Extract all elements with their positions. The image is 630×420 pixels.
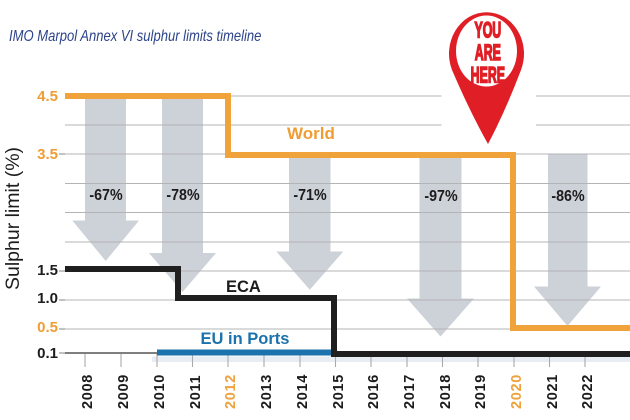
svg-text:HERE: HERE	[471, 63, 505, 88]
svg-text:YOU: YOU	[474, 18, 501, 43]
svg-text:ARE: ARE	[475, 40, 501, 65]
